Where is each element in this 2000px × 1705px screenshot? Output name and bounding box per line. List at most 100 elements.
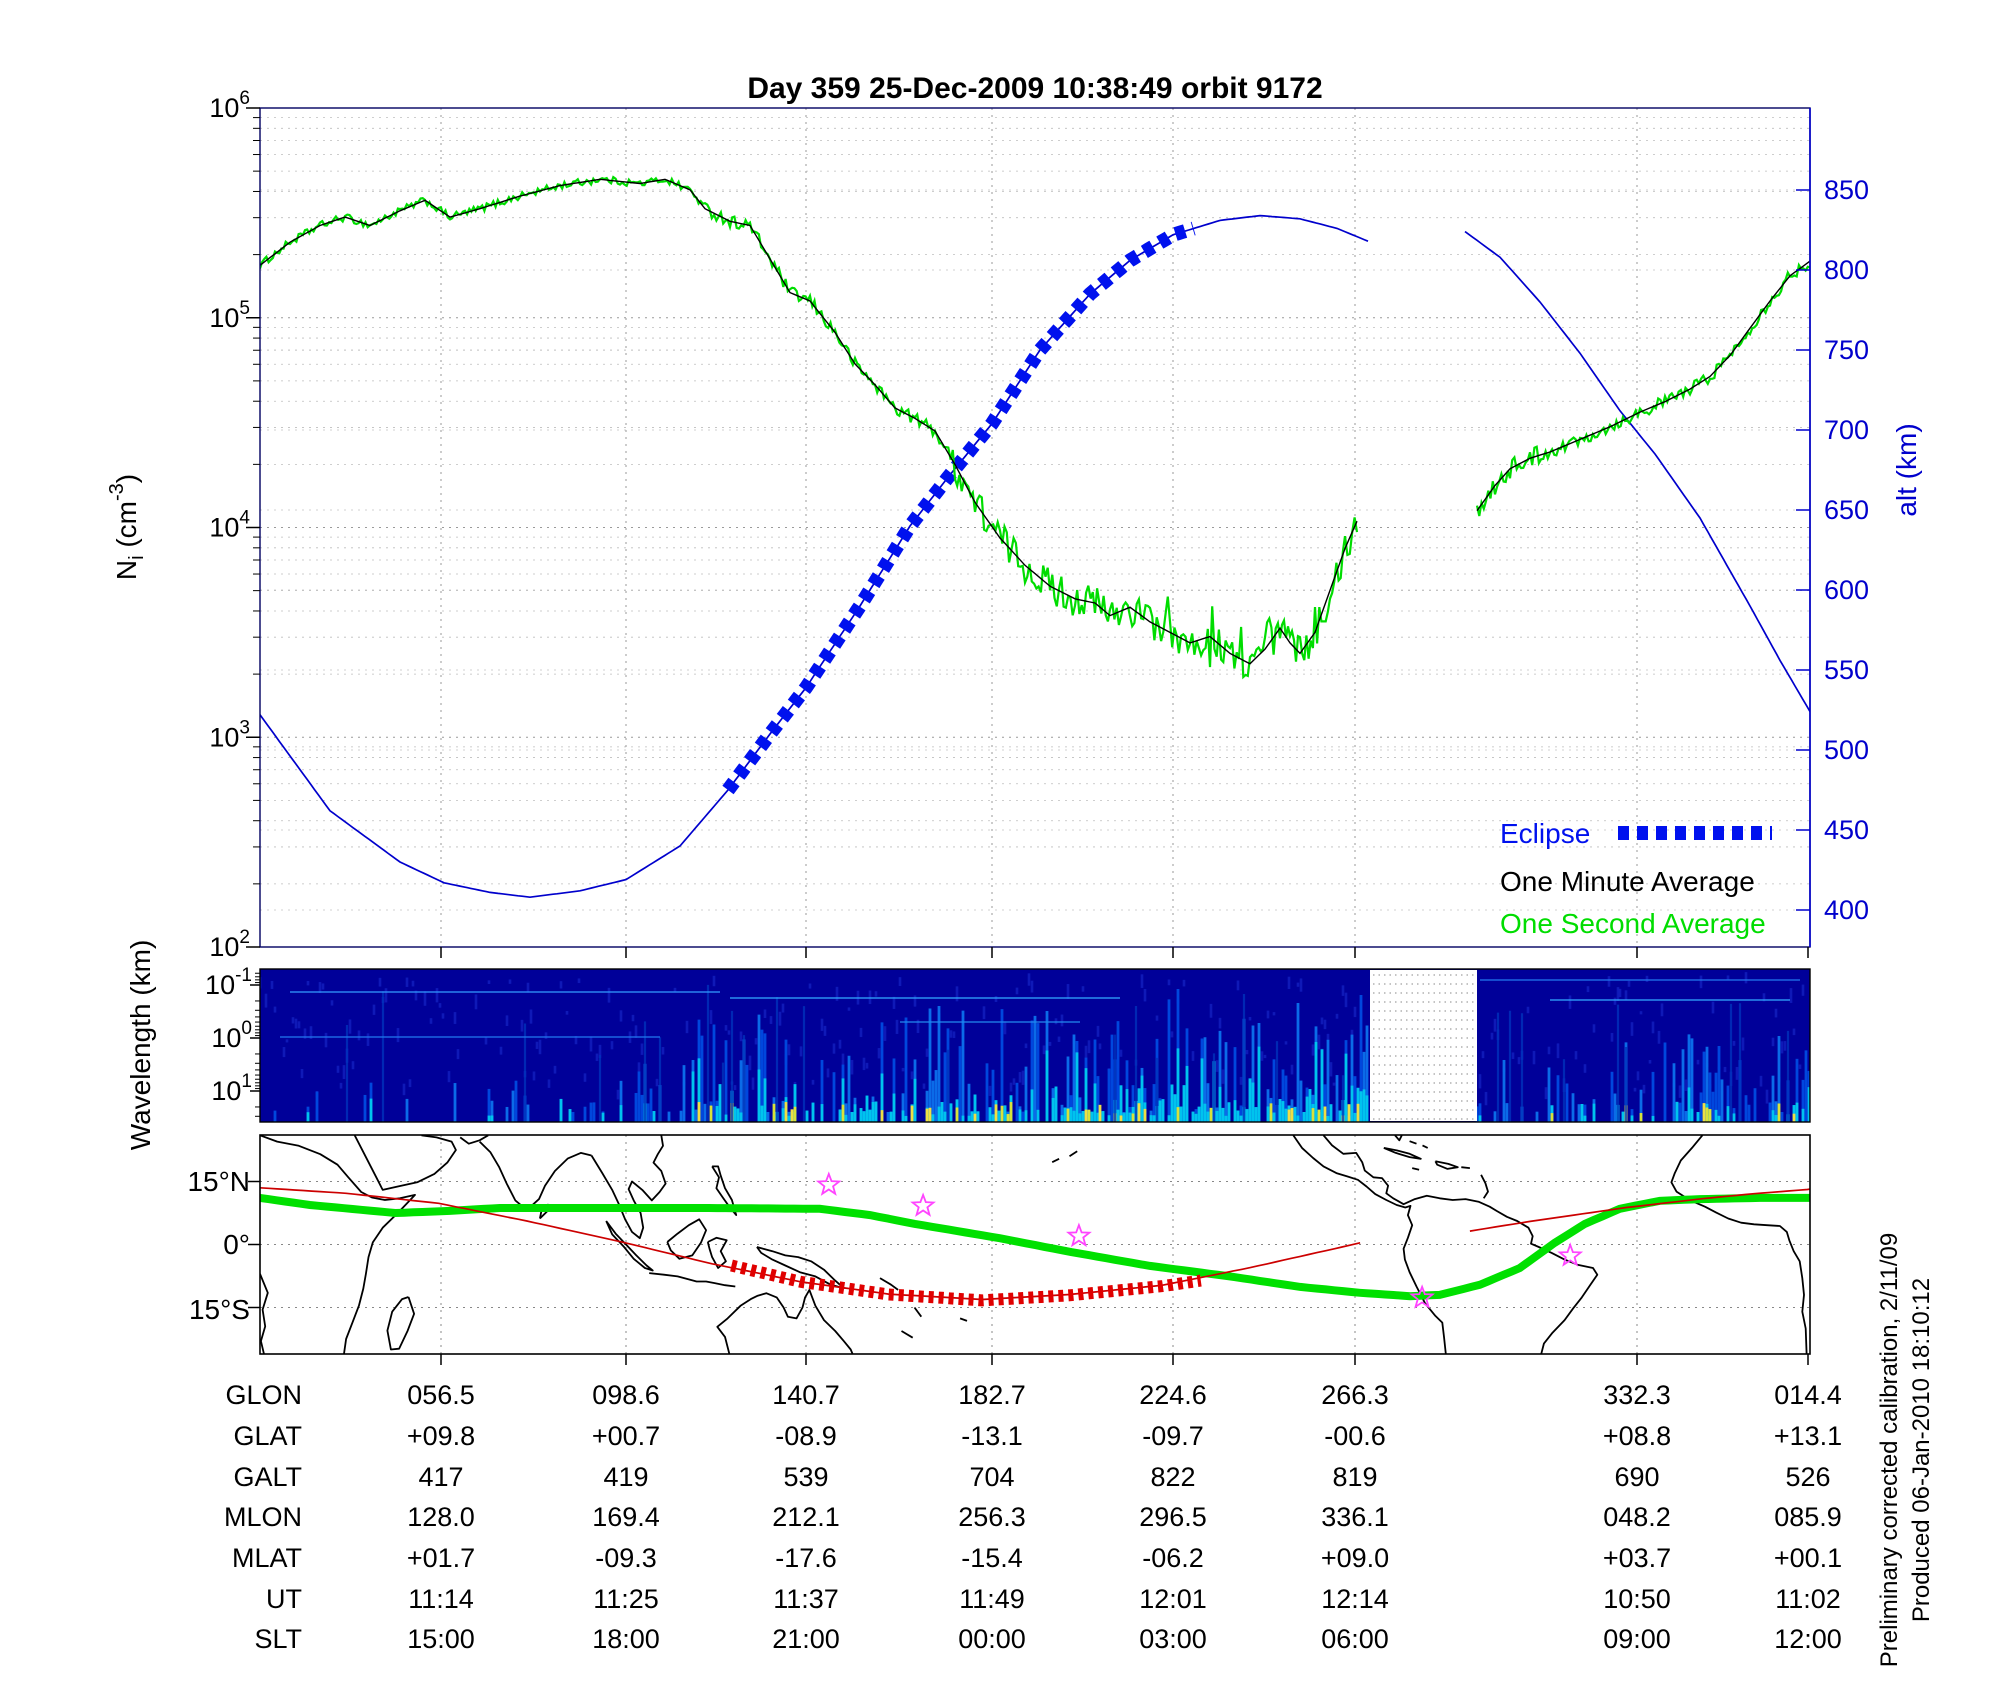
table-cell: 11:37 <box>773 1584 839 1614</box>
alt-tick-label: 600 <box>1824 575 1869 605</box>
table-cell: 266.3 <box>1321 1380 1389 1410</box>
ni-tick-label: 105 <box>209 298 250 333</box>
spectrogram-panel <box>250 968 1811 1123</box>
table-row-label: GLON <box>225 1380 302 1410</box>
table-cell: 11:02 <box>1775 1584 1841 1614</box>
coastline <box>386 1296 415 1351</box>
wavelength-tick-label: 100 <box>211 1018 252 1053</box>
tick-base: 10 <box>209 513 239 543</box>
coastline <box>959 1317 968 1322</box>
table-cell: 11:25 <box>593 1584 659 1614</box>
page-title: Day 359 25-Dec-2009 10:38:49 orbit 9172 <box>747 72 1322 105</box>
coastline <box>1322 1135 1599 1354</box>
table-cell: -15.4 <box>961 1543 1023 1573</box>
top-plot-curves <box>260 175 1810 899</box>
one-second-average-curve <box>1475 262 1810 517</box>
map-lat-label-15n: 15°N <box>187 1166 250 1197</box>
table-cell: +01.7 <box>407 1543 475 1573</box>
table-cell: 128.0 <box>407 1502 475 1532</box>
table-cell: 182.7 <box>958 1380 1026 1410</box>
table-cell: 690 <box>1614 1462 1659 1492</box>
alt-tick-label: 850 <box>1824 175 1869 205</box>
one-minute-average-curve <box>1476 260 1810 512</box>
table-cell: 224.6 <box>1139 1380 1207 1410</box>
table-cell: 296.5 <box>1139 1502 1207 1532</box>
table-cell: 419 <box>603 1462 648 1492</box>
table-cell: 332.3 <box>1603 1380 1671 1410</box>
map-lat-label-15s: 15°S <box>189 1294 250 1325</box>
table-cell: 819 <box>1332 1462 1377 1492</box>
side-note-calibration: Preliminary corrected calibration, 2/11/… <box>1876 1233 1903 1667</box>
spectrogram-streaks <box>260 972 1810 1122</box>
table-row-label: MLON <box>224 1502 302 1532</box>
ni-tick-label: 102 <box>209 927 250 962</box>
legend-eclipse-label: Eclipse <box>1500 818 1590 849</box>
table-cell: 014.4 <box>1774 1380 1842 1410</box>
coastline <box>1292 1135 1447 1354</box>
ground-station-star <box>910 1192 936 1217</box>
coastline <box>1480 1174 1489 1199</box>
ground-track-after-gap <box>1469 1188 1810 1232</box>
coastline <box>879 1277 899 1291</box>
ground-station-star <box>1557 1242 1584 1267</box>
tick-exponent: 5 <box>239 298 250 319</box>
ephemeris-table: GLON 056.5 098.6 140.7 182.7 224.6 266.3 332.3 0… <box>224 1380 1842 1654</box>
table-cell: 056.5 <box>407 1380 475 1410</box>
one-second-average-curve <box>260 175 1359 680</box>
coastline <box>706 1236 728 1269</box>
table-cell: -00.6 <box>1324 1421 1386 1451</box>
table-cell: 539 <box>783 1462 828 1492</box>
ground-station-star <box>815 1171 842 1196</box>
table-cell: -06.2 <box>1142 1543 1204 1573</box>
table-cell: 00:00 <box>958 1624 1026 1654</box>
tick-exponent: 4 <box>239 508 250 529</box>
alt-tick-label: 750 <box>1824 335 1869 365</box>
table-cell: +08.8 <box>1603 1421 1671 1451</box>
table-cell: 336.1 <box>1321 1502 1389 1532</box>
tick-base: 10 <box>209 93 239 123</box>
table-row-label: GLAT <box>233 1421 302 1451</box>
table-row-label: SLT <box>254 1624 302 1654</box>
alt-axis-label: alt (km) <box>1891 423 1922 516</box>
table-cell: 169.4 <box>592 1502 660 1532</box>
coastline <box>260 1273 269 1354</box>
table-cell: -08.9 <box>775 1421 837 1451</box>
table-row-label: GALT <box>233 1462 302 1492</box>
tick-exponent: -1 <box>235 965 252 986</box>
alt-tick-label: 500 <box>1824 735 1869 765</box>
table-cell: 256.3 <box>958 1502 1026 1532</box>
table-cell: -17.6 <box>775 1543 837 1573</box>
coastline <box>1411 1167 1420 1171</box>
alt-tick-label: 700 <box>1824 415 1869 445</box>
axis-tick-labels: 1061051041031028508007507006506005505004… <box>205 88 1869 1106</box>
coastline <box>649 1272 736 1288</box>
ground-station-star <box>1409 1284 1435 1309</box>
table-cell: 704 <box>969 1462 1014 1492</box>
wavelength-axis-label: Wavelength (km) <box>125 940 156 1151</box>
coastline <box>913 1306 923 1318</box>
table-cell: +13.1 <box>1774 1421 1842 1451</box>
tick-base: 10 <box>209 722 239 752</box>
table-cell: 09:00 <box>1603 1624 1671 1654</box>
coastline <box>459 1135 489 1145</box>
map-lat-label-0: 0° <box>223 1229 250 1260</box>
coastline <box>1383 1147 1422 1160</box>
eclipse-ground-track <box>730 1259 1202 1307</box>
coastline <box>353 1135 457 1191</box>
alt-tick-label: 400 <box>1824 895 1869 925</box>
coastline <box>1434 1160 1459 1170</box>
table-cell: 417 <box>418 1462 463 1492</box>
tick-exponent: 3 <box>239 717 250 738</box>
wavelength-tick-label: 10-1 <box>205 965 252 1000</box>
spectrogram-border <box>259 968 1811 1123</box>
table-cell: -09.7 <box>1142 1421 1204 1451</box>
eclipse-segment <box>722 221 1196 795</box>
legend-one-second-label: One Second Average <box>1500 908 1766 939</box>
table-cell: 822 <box>1150 1462 1195 1492</box>
alt-tick-label: 550 <box>1824 655 1869 685</box>
table-cell: 03:00 <box>1139 1624 1207 1654</box>
alt-tick-label: 800 <box>1824 255 1869 285</box>
map-panel <box>248 1134 1811 1365</box>
